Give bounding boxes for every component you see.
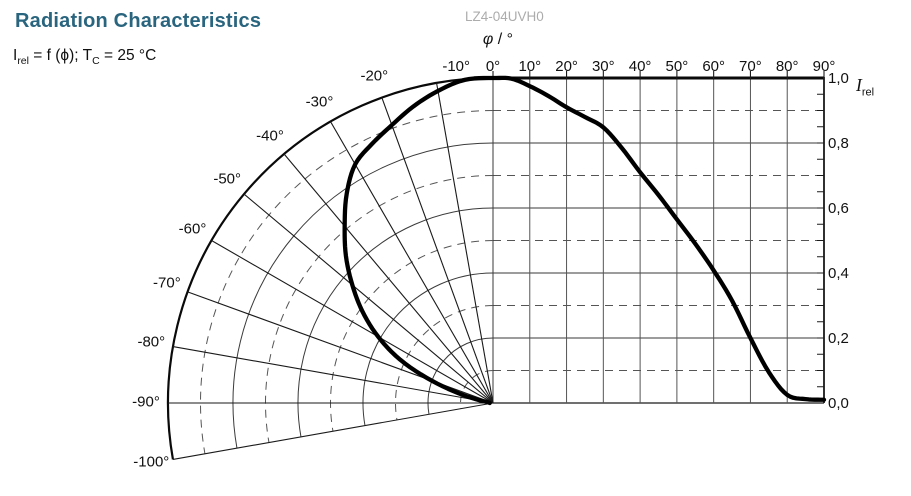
y-tick-label: 0,8 bbox=[828, 135, 849, 152]
x-tick-label: 50° bbox=[665, 58, 689, 75]
x-tick-label: 30° bbox=[591, 58, 615, 75]
x-tick-label: 90° bbox=[812, 58, 836, 75]
formula-subtitle: Irel = f (ϕ); TC = 25 °C bbox=[13, 47, 156, 67]
y-tick-label: 0,0 bbox=[828, 395, 849, 412]
intensity-subscript: rel bbox=[861, 86, 875, 99]
x-tick-label: 20° bbox=[555, 58, 578, 75]
intensity-symbol: I bbox=[856, 75, 862, 95]
x-tick-label: -10° bbox=[442, 58, 471, 75]
polar-angle-label: -70° bbox=[153, 274, 181, 292]
y-tick-label: 0,2 bbox=[828, 330, 849, 347]
x-tick-label: 10° bbox=[518, 58, 542, 75]
x-tick-label: 80° bbox=[775, 58, 799, 75]
y-tick-label: 0,4 bbox=[828, 265, 849, 282]
y-tick-label: 1,0 bbox=[828, 70, 849, 87]
formula-lhs-subscript: rel bbox=[17, 55, 29, 68]
x-tick-label: 40° bbox=[628, 58, 652, 75]
x-tick-label: 0° bbox=[485, 58, 501, 75]
part-number-label: LZ4-04UVH0 bbox=[465, 9, 544, 24]
formula-rhs: = 25 °C bbox=[99, 47, 157, 64]
polar-angle-label: -40° bbox=[256, 127, 284, 145]
x-tick-label: 70° bbox=[739, 58, 762, 75]
x-tick-label: 60° bbox=[702, 58, 726, 75]
formula-cond-subscript: C bbox=[92, 55, 100, 68]
y-axis-title: Irel bbox=[856, 75, 874, 99]
polar-angle-label: -20° bbox=[360, 67, 389, 85]
polar-angle-label: -30° bbox=[305, 93, 334, 110]
page-title: Radiation Characteristics bbox=[15, 10, 262, 32]
polar-angle-label: -100° bbox=[133, 453, 170, 471]
polar-angle-label: -80° bbox=[137, 333, 166, 351]
x-axis-unit: / ° bbox=[493, 31, 514, 48]
y-tick-label: 0,6 bbox=[828, 200, 849, 217]
phi-symbol: φ bbox=[482, 31, 494, 48]
formula-mid: = f (ϕ); T bbox=[28, 47, 93, 64]
polar-angle-label: -60° bbox=[178, 220, 207, 237]
polar-angle-label: -50° bbox=[213, 170, 242, 188]
x-axis-title: φ / ° bbox=[456, 31, 540, 49]
polar-angle-label: -90° bbox=[132, 393, 160, 411]
formula-lhs: I bbox=[13, 47, 18, 64]
